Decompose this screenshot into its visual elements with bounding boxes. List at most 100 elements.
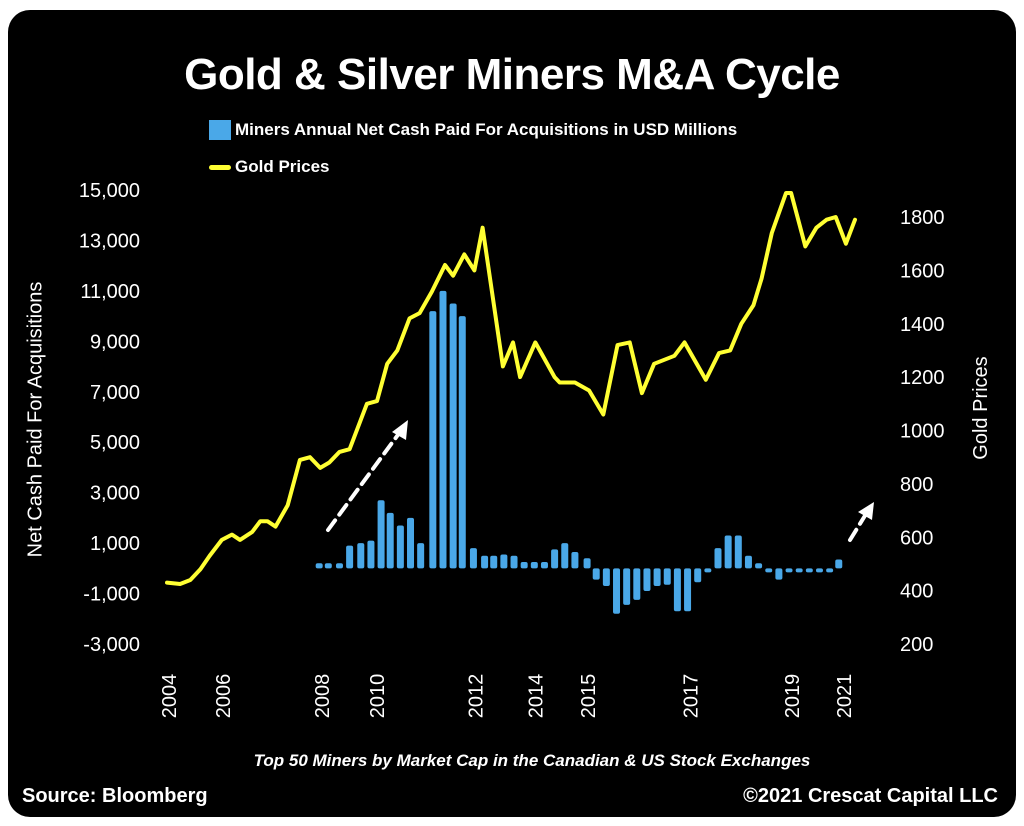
bar <box>795 568 803 573</box>
bar <box>469 548 477 569</box>
bar <box>377 500 385 569</box>
bar <box>357 543 365 569</box>
bar <box>429 311 437 569</box>
bar <box>417 543 425 569</box>
source-note: Source: Bloomberg <box>22 785 208 807</box>
y-left-tick-label: -3,000 <box>83 634 140 656</box>
bar <box>755 563 763 569</box>
bar <box>765 568 773 573</box>
bar <box>724 535 732 569</box>
bar <box>520 562 528 569</box>
x-tick-label: 2008 <box>312 674 334 719</box>
y-left-tick-label: 9,000 <box>90 331 140 353</box>
y-right-tick-label: 1800 <box>900 207 945 229</box>
bar <box>643 568 651 592</box>
bar <box>633 568 641 600</box>
y-right-tick-label: 400 <box>900 581 933 603</box>
bar <box>439 290 447 569</box>
y-axis-right-ticks: 1800 1600 1400 1200 1000 800 600 400 200 <box>900 207 945 656</box>
bar <box>694 568 702 583</box>
legend-swatch-line <box>209 164 231 170</box>
bar <box>490 555 498 569</box>
bar <box>704 568 712 573</box>
bar <box>613 568 621 614</box>
bar <box>386 512 394 569</box>
bar <box>510 555 518 569</box>
bar <box>561 543 569 569</box>
bar <box>396 525 404 569</box>
y-left-tick-label: 13,000 <box>79 230 140 252</box>
legend-label-bars: Miners Annual Net Cash Paid For Acquisit… <box>235 120 738 139</box>
x-tick-label: 2021 <box>834 674 856 719</box>
legend-label-line: Gold Prices <box>235 157 330 176</box>
chart-panel: Gold & Silver Miners M&A Cycle Miners An… <box>8 10 1016 817</box>
y-left-tick-label: -1,000 <box>83 584 140 606</box>
bar <box>407 517 415 569</box>
x-tick-label: 2019 <box>782 674 804 719</box>
gold-price-line <box>165 191 857 586</box>
x-tick-label: 2004 <box>159 674 181 719</box>
legend-item-bars: Miners Annual Net Cash Paid For Acquisit… <box>209 120 737 140</box>
bar <box>500 554 508 569</box>
bar <box>744 555 752 569</box>
bar <box>551 549 559 569</box>
bar <box>775 568 783 580</box>
bar <box>530 562 538 569</box>
y-right-tick-label: 200 <box>900 634 933 656</box>
bar <box>623 568 631 605</box>
trend-arrow-left <box>326 430 402 532</box>
trend-arrow-right <box>848 512 868 542</box>
y-right-tick-label: 1400 <box>900 314 945 336</box>
bar <box>785 568 793 573</box>
legend-item-line: Gold Prices <box>209 157 329 177</box>
legend-swatch-bar <box>209 120 231 140</box>
bar <box>835 559 843 569</box>
y-right-tick-label: 600 <box>900 527 933 549</box>
chart-title: Gold & Silver Miners M&A Cycle <box>184 50 840 99</box>
bar <box>458 316 466 569</box>
y-left-tick-label: 7,000 <box>90 382 140 404</box>
bar <box>673 568 681 612</box>
bar <box>653 568 661 586</box>
x-axis-ticks: 2004 2006 2008 2010 2012 2014 2015 2017 2019 2021 <box>159 674 856 719</box>
bar <box>663 568 671 585</box>
y-right-tick-label: 800 <box>900 474 933 496</box>
y-left-tick-label: 5,000 <box>90 432 140 454</box>
bar <box>335 563 343 569</box>
y-axis-left-ticks: 15,000 13,000 11,000 9,000 7,000 5,000 3,000 1,… <box>79 180 140 656</box>
bar <box>684 568 692 612</box>
x-tick-label: 2010 <box>367 674 389 719</box>
bar <box>592 568 600 580</box>
bar <box>826 568 834 573</box>
bar-series <box>315 290 843 614</box>
bar <box>324 563 332 569</box>
trend-arrow-left-head <box>392 420 408 440</box>
x-tick-label: 2017 <box>681 674 703 719</box>
bar <box>714 548 722 569</box>
x-tick-label: 2012 <box>465 674 487 719</box>
y-left-tick-label: 3,000 <box>90 483 140 505</box>
bar <box>805 568 813 573</box>
x-tick-label: 2014 <box>525 674 547 719</box>
bar <box>602 568 610 586</box>
bar <box>481 555 489 569</box>
x-tick-label: 2015 <box>578 674 600 719</box>
trend-arrows <box>326 420 874 542</box>
bar <box>815 568 823 573</box>
line-series <box>165 191 857 586</box>
trend-arrow-right-head <box>858 502 874 520</box>
y-right-tick-label: 1200 <box>900 367 945 389</box>
chart-plot: 15,000 13,000 11,000 9,000 7,000 5,000 3,000 1,… <box>79 180 945 719</box>
x-tick-label: 2006 <box>213 674 235 719</box>
bar <box>583 558 591 569</box>
copyright-note: ©2021 Crescat Capital LLC <box>743 785 998 807</box>
bar <box>315 563 323 569</box>
chart-subtitle: Top 50 Miners by Market Cap in the Canad… <box>253 751 811 770</box>
y-left-tick-label: 11,000 <box>80 281 140 303</box>
y-right-tick-label: 1000 <box>900 421 945 443</box>
bar <box>571 551 579 569</box>
bar <box>540 562 548 569</box>
bar <box>367 540 375 569</box>
bar <box>449 303 457 569</box>
y-left-tick-label: 15,000 <box>79 180 140 202</box>
